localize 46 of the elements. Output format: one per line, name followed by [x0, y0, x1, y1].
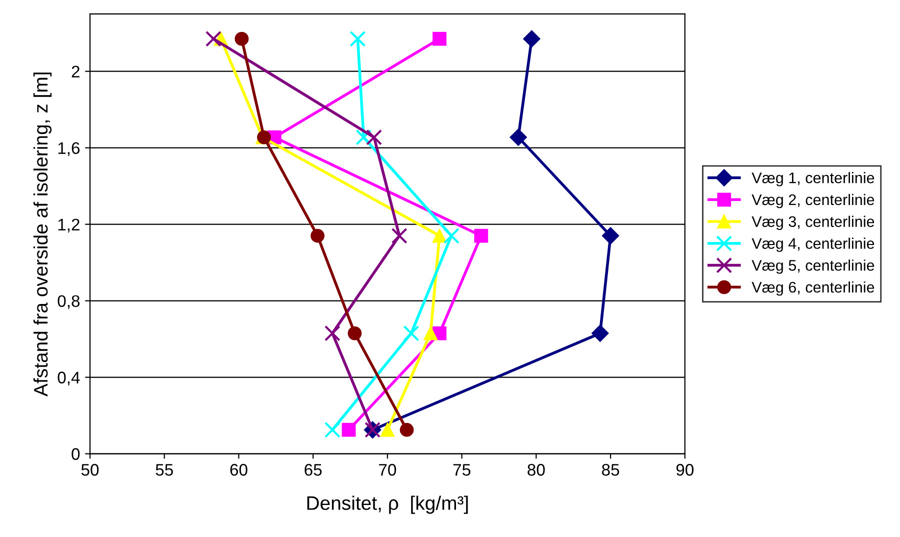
x-tick-label: 75 — [453, 464, 470, 476]
y-tick-label: 1,2 — [58, 218, 80, 232]
point — [400, 422, 414, 437]
point — [432, 228, 446, 243]
point — [356, 129, 372, 146]
y-tick-label: 0,4 — [58, 372, 80, 386]
point — [391, 228, 408, 244]
x-tick-label: 90 — [676, 464, 694, 476]
x-tick-label: 85 — [602, 464, 620, 476]
point — [324, 422, 340, 438]
legend-label: Væg 1, centerlinie — [752, 172, 874, 186]
legend-label: Væg 6, centerlinie — [752, 281, 874, 296]
legend-label: Væg 5, centerlinie — [752, 260, 874, 274]
point — [205, 30, 222, 47]
point — [432, 32, 446, 46]
legend-label: Væg 3, centerlinie — [752, 216, 874, 230]
point — [348, 326, 362, 340]
point — [310, 228, 324, 243]
y-axis-title: Afstand fra overside af isolering, z [m] — [33, 72, 52, 396]
point — [602, 227, 620, 244]
x-axis-title: Densitet, ρ [kg/m³] — [307, 496, 468, 514]
x-tick-label: 60 — [230, 464, 248, 476]
point — [403, 325, 420, 342]
y-tick-label: 0 — [72, 448, 80, 460]
x-tick-label: 70 — [379, 464, 396, 476]
y-tick-label: 0,8 — [58, 295, 80, 309]
point — [380, 422, 394, 437]
x-tick-label: 50 — [81, 464, 99, 476]
point — [474, 228, 488, 243]
y-tick-label: 2 — [72, 66, 80, 78]
point — [234, 32, 249, 46]
point — [342, 422, 356, 437]
point — [324, 325, 340, 342]
point — [592, 324, 609, 342]
x-tick-label: 80 — [528, 464, 545, 476]
legend-label: Væg 2, centerlinie — [752, 194, 874, 208]
x-tick-label: 65 — [304, 464, 322, 476]
point — [443, 228, 460, 244]
point — [350, 30, 366, 47]
point — [523, 30, 540, 48]
legend-label: Væg 4, centerlinie — [752, 238, 874, 252]
point — [510, 128, 527, 146]
point — [424, 326, 438, 340]
point — [366, 129, 382, 146]
y-tick-label: 1,6 — [58, 142, 80, 156]
x-tick-label: 55 — [156, 464, 173, 476]
